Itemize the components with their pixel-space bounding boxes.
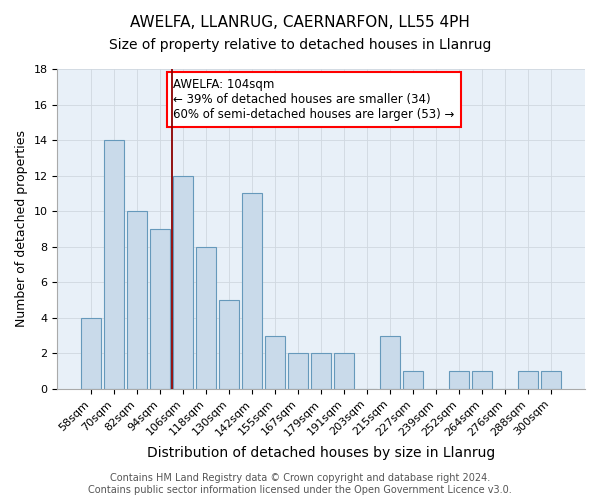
Bar (173, 176, 193, 389)
Bar (104, 140, 124, 389)
Text: Size of property relative to detached houses in Llanrug: Size of property relative to detached ho… (109, 38, 491, 52)
Bar (472, 371, 492, 389)
Bar (265, 336, 285, 389)
Text: Contains HM Land Registry data © Crown copyright and database right 2024.
Contai: Contains HM Land Registry data © Crown c… (88, 474, 512, 495)
Bar (289, 354, 308, 389)
Bar (380, 336, 400, 389)
Bar (242, 194, 262, 389)
Bar (403, 371, 423, 389)
Text: AWELFA: 104sqm
← 39% of detached houses are smaller (34)
60% of semi-detached ho: AWELFA: 104sqm ← 39% of detached houses … (173, 78, 455, 121)
Bar (82, 318, 101, 389)
Bar (311, 354, 331, 389)
X-axis label: Distribution of detached houses by size in Llanrug: Distribution of detached houses by size … (147, 446, 496, 460)
Bar (196, 247, 216, 389)
Bar (541, 371, 561, 389)
Bar (334, 354, 354, 389)
Text: AWELFA, LLANRUG, CAERNARFON, LL55 4PH: AWELFA, LLANRUG, CAERNARFON, LL55 4PH (130, 15, 470, 30)
Bar (518, 371, 538, 389)
Bar (151, 229, 170, 389)
Y-axis label: Number of detached properties: Number of detached properties (15, 130, 28, 328)
Bar (220, 300, 239, 389)
Bar (449, 371, 469, 389)
Bar (127, 211, 147, 389)
